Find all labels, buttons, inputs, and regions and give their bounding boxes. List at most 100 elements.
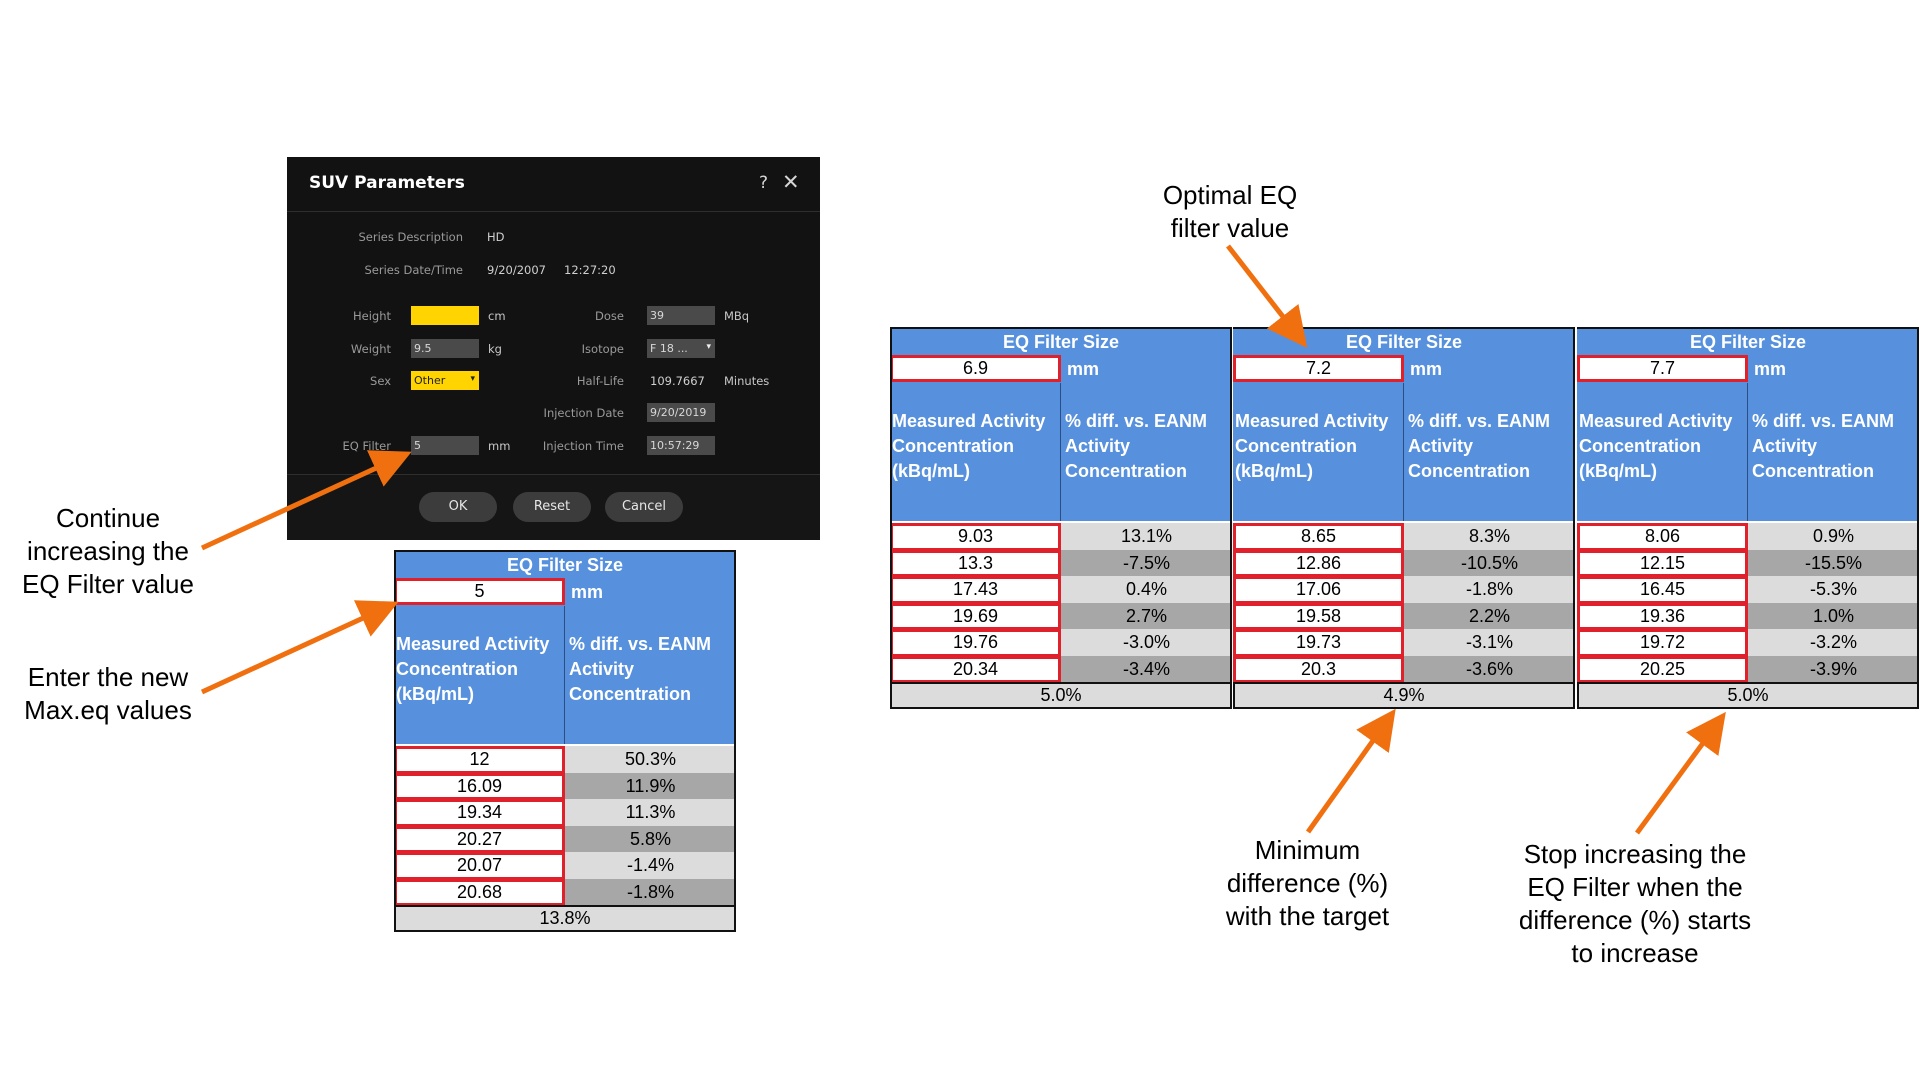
measured-cell[interactable]: 16.09 (394, 772, 565, 800)
table-summary: 4.9% (1233, 682, 1575, 709)
diff-cell: -3.6% (1404, 655, 1575, 682)
diff-cell: 13.1% (1061, 523, 1232, 550)
diff-cell: 11.3% (565, 799, 736, 826)
table-border-right (1573, 329, 1575, 709)
chevron-down-icon: ▾ (470, 374, 475, 384)
table-border-left (394, 552, 396, 932)
diff-cell: -7.5% (1061, 549, 1232, 576)
measured-cell[interactable]: 20.3 (1233, 655, 1404, 683)
column-header-diff: % diff. vs. EANM Activity Concentration (1748, 383, 1919, 521)
measured-cell[interactable]: 12.15 (1577, 549, 1748, 577)
weight-field[interactable]: 9.5 (411, 339, 479, 358)
measured-cell[interactable]: 19.72 (1577, 629, 1748, 657)
table-border-right (734, 552, 736, 932)
column-header-line: Measured Activity (1235, 411, 1389, 431)
note-line: Enter the new (27, 662, 189, 692)
measured-cell[interactable]: 19.73 (1233, 629, 1404, 657)
measured-cell[interactable]: 20.34 (890, 655, 1061, 683)
column-header-measured: Measured Activity Concentration (kBq/mL) (1233, 383, 1404, 521)
column-header-line: Activity (1408, 436, 1474, 456)
measured-cell[interactable]: 17.43 (890, 576, 1061, 604)
diff-cell: -1.4% (565, 852, 736, 879)
eq-filter-field[interactable]: 5 (411, 436, 479, 455)
arrow-continue (200, 450, 412, 551)
height-unit: cm (488, 309, 506, 323)
column-header-line: Concentration (569, 684, 692, 704)
table-border-top (1577, 327, 1919, 329)
diff-cell: 2.2% (1404, 602, 1575, 629)
eq-filter-size-input[interactable]: 5 (394, 578, 565, 605)
sex-select[interactable]: Other ▾ (411, 371, 479, 390)
table-border-right (1230, 329, 1232, 709)
measured-cell[interactable]: 17.06 (1233, 576, 1404, 604)
note-line: Max.eq values (24, 695, 192, 725)
table-summary: 5.0% (1577, 682, 1919, 709)
measured-cell[interactable]: 20.68 (394, 878, 565, 906)
arrow-optimal (1226, 244, 1308, 348)
injection-date-field[interactable]: 9/20/2019 (647, 403, 715, 422)
column-header-measured: Measured Activity Concentration (kBq/mL) (890, 383, 1061, 521)
measured-cell[interactable]: 19.36 (1577, 602, 1748, 630)
measured-cell[interactable]: 13.3 (890, 549, 1061, 577)
note-line: filter value (1170, 213, 1290, 243)
column-header-line: (kBq/mL) (1235, 461, 1313, 481)
note-stop: Stop increasing the EQ Filter when the d… (1490, 838, 1780, 970)
diff-cell: 2.7% (1061, 602, 1232, 629)
column-header-line: Measured Activity (1579, 411, 1733, 431)
sex-label: Sex (370, 374, 391, 388)
note-minimum: Minimum difference (%) with the target (1185, 834, 1430, 933)
isotope-select-value: F 18 ... (650, 342, 688, 355)
measured-cell[interactable]: 8.06 (1577, 523, 1748, 551)
injection-time-label: Injection Time (542, 439, 624, 453)
dose-label: Dose (595, 309, 624, 323)
eq-filter-size-unit: mm (571, 582, 604, 602)
series-date-value: 9/20/2007 (487, 263, 546, 277)
results-table: EQ Filter Size 7.7 mm Measured Activity Conc… (1577, 327, 1919, 719)
column-header-line: Activity (569, 659, 635, 679)
dialog-title: SUV Parameters (309, 173, 465, 193)
eq-filter-size-input[interactable]: 7.2 (1233, 355, 1404, 382)
diff-cell: -1.8% (565, 878, 736, 905)
isotope-select[interactable]: F 18 ... ▾ (647, 339, 715, 358)
measured-cell[interactable]: 12 (394, 746, 565, 774)
close-icon[interactable]: ✕ (782, 170, 800, 194)
column-header-line: Measured Activity (396, 634, 550, 654)
weight-label: Weight (350, 342, 391, 356)
reset-button[interactable]: Reset (513, 492, 591, 522)
diff-cell: 5.8% (565, 825, 736, 852)
ok-button[interactable]: OK (419, 492, 497, 522)
measured-cell[interactable]: 20.07 (394, 852, 565, 880)
column-header-line: Concentration (396, 659, 519, 679)
measured-cell[interactable]: 19.76 (890, 629, 1061, 657)
series-time-value: 12:27:20 (564, 263, 616, 277)
measured-cell[interactable]: 20.25 (1577, 655, 1748, 683)
diff-cell: -3.2% (1748, 629, 1919, 656)
help-icon[interactable]: ? (759, 173, 769, 193)
dialog-header: SUV Parameters ? ✕ (287, 157, 820, 212)
dose-field[interactable]: 39 (647, 306, 715, 325)
measured-cell[interactable]: 12.86 (1233, 549, 1404, 577)
measured-cell[interactable]: 16.45 (1577, 576, 1748, 604)
column-header-line: (kBq/mL) (396, 684, 474, 704)
diff-cell: 0.4% (1061, 576, 1232, 603)
column-header-line: Concentration (1065, 461, 1188, 481)
diff-cell: -15.5% (1748, 549, 1919, 576)
height-field[interactable] (411, 306, 479, 325)
measured-cell[interactable]: 9.03 (890, 523, 1061, 551)
eq-filter-size-input[interactable]: 7.7 (1577, 355, 1748, 382)
injection-time-field[interactable]: 10:57:29 (647, 436, 715, 455)
column-header-line: % diff. vs. EANM (1752, 411, 1895, 431)
note-line: Stop increasing the (1523, 839, 1747, 869)
column-header-line: Measured Activity (892, 411, 1046, 431)
column-header-line: Concentration (1752, 461, 1875, 481)
measured-cell[interactable]: 19.58 (1233, 602, 1404, 630)
diff-cell: -3.1% (1404, 629, 1575, 656)
measured-cell[interactable]: 8.65 (1233, 523, 1404, 551)
note-enter: Enter the new Max.eq values (10, 661, 206, 727)
eq-filter-size-unit: mm (1067, 359, 1100, 379)
cancel-button[interactable]: Cancel (605, 492, 683, 522)
note-line: Continue (55, 503, 161, 533)
column-header-line: (kBq/mL) (892, 461, 970, 481)
note-optimal: Optimal EQ filter value (1120, 179, 1340, 245)
